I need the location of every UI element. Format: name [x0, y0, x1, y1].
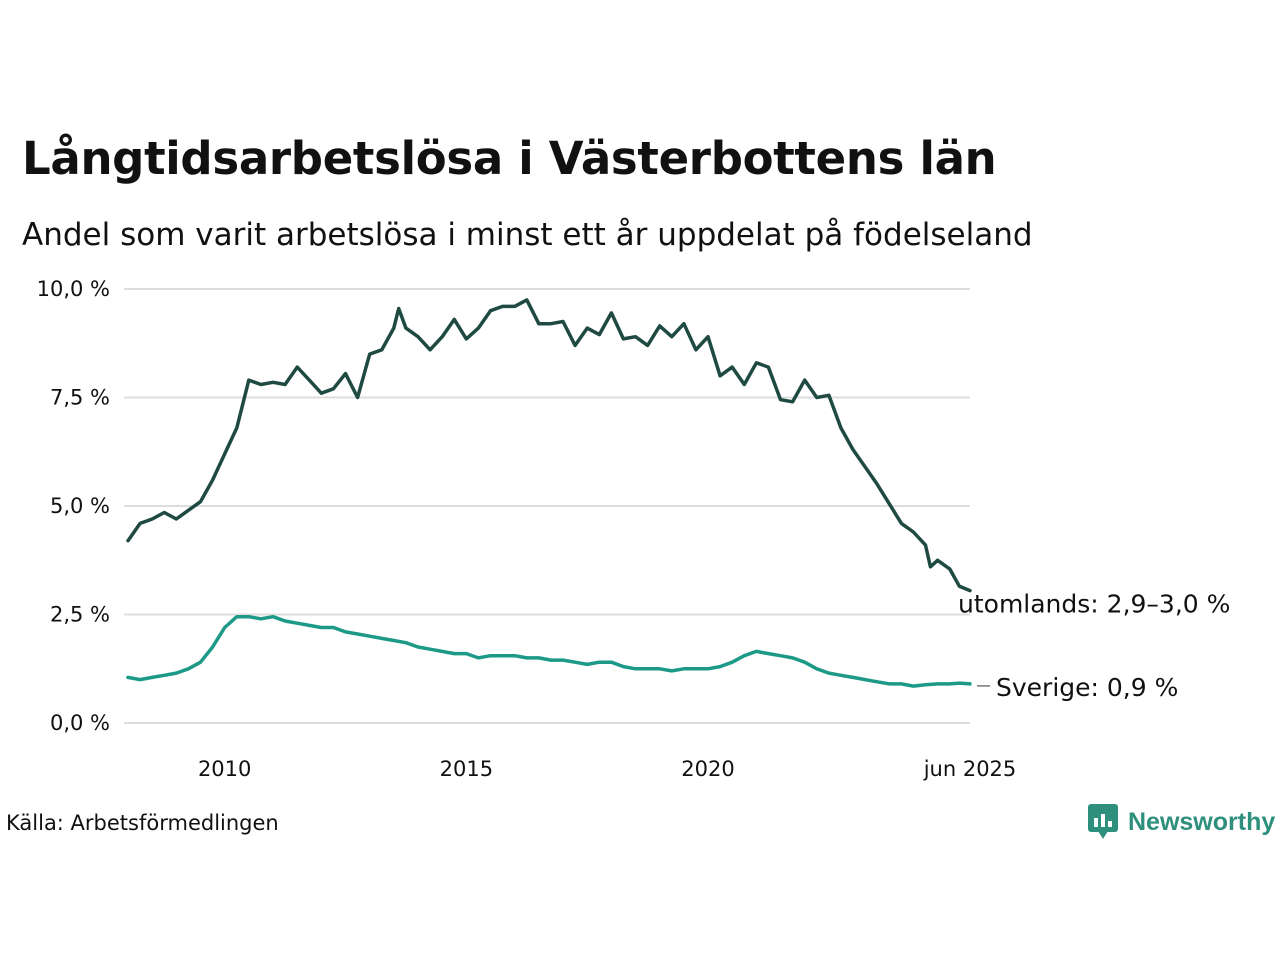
x-tick-label: 2010 — [198, 757, 251, 781]
series-line-utomlands — [126, 298, 972, 593]
x-tick-label: 2015 — [440, 757, 493, 781]
y-tick-label: 5,0 % — [50, 494, 110, 518]
series-line-sverige — [126, 614, 972, 688]
brand-logo: Newsworthy — [1088, 804, 1275, 840]
chart-title: Långtidsarbetslösa i Västerbottens län — [22, 132, 997, 185]
source-note: Källa: Arbetsförmedlingen — [6, 811, 279, 835]
y-axis-ticks: 0,0 % 2,5 % 5,0 % 7,5 % 10,0 % — [37, 277, 110, 735]
line-chart: 0,0 % 2,5 % 5,0 % 7,5 % 10,0 % 2010 2015 2020 j… — [37, 277, 1231, 781]
y-tick-label: 10,0 % — [37, 277, 110, 301]
y-tick-label: 2,5 % — [50, 603, 110, 627]
x-tick-label: jun 2025 — [923, 757, 1017, 781]
y-tick-label: 7,5 % — [50, 386, 110, 410]
brand-name: Newsworthy — [1128, 807, 1276, 836]
series-lines — [126, 298, 972, 688]
series-end-label-utomlands: utomlands: 2,9–3,0 % — [958, 590, 1230, 619]
newsworthy-logo-icon — [1088, 804, 1118, 839]
y-tick-label: 0,0 % — [50, 711, 110, 735]
x-axis-ticks: 2010 2015 2020 jun 2025 — [198, 757, 1016, 781]
x-tick-label: 2020 — [681, 757, 734, 781]
series-end-labels: utomlands: 2,9–3,0 % Sverige: 0,9 % — [958, 590, 1230, 702]
chart-subtitle: Andel som varit arbetslösa i minst ett å… — [22, 217, 1033, 253]
series-end-label-sverige: Sverige: 0,9 % — [996, 673, 1178, 702]
